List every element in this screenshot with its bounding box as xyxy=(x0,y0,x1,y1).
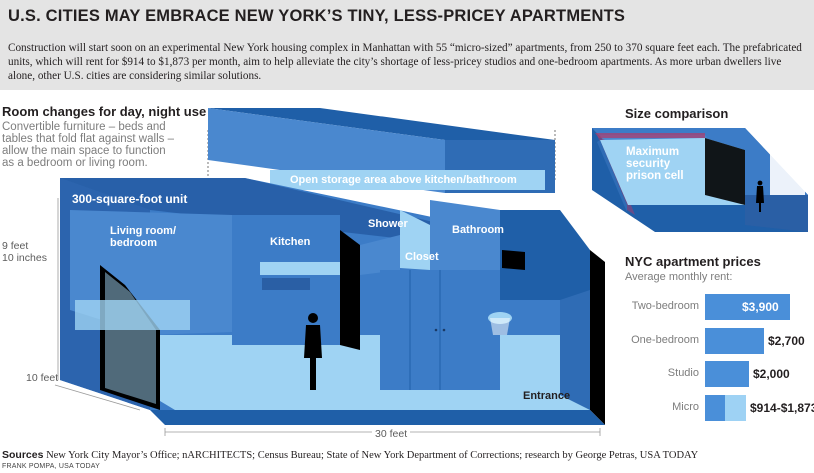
entrance-label: Entrance xyxy=(523,390,571,402)
room-description-line-3: allow the main space to function xyxy=(2,145,166,157)
living-label-line-2: bedroom xyxy=(110,237,158,249)
storage-label: Open storage area above kitchen/bathroom xyxy=(290,174,517,186)
room-description-line-4: as a bedroom or living room. xyxy=(2,157,148,169)
price-row-name: Micro xyxy=(672,400,699,413)
width-label: 30 feet xyxy=(372,428,411,440)
sources-label: Sources xyxy=(2,449,44,461)
bathroom-label: Bathroom xyxy=(452,224,504,236)
depth-label: 10 feet xyxy=(26,372,59,384)
headline: U.S. CITIES MAY EMBRACE NEW YORK’S TINY,… xyxy=(8,7,626,25)
price-bar xyxy=(705,294,790,320)
price-row-value: $914-$1,873 xyxy=(750,400,814,415)
room-description-line-2: tables that fold flat against walls – xyxy=(2,133,174,145)
price-bar xyxy=(705,361,749,387)
price-row-value: $2,700 xyxy=(768,333,805,348)
deck-text: Construction will start soon on an exper… xyxy=(8,42,802,82)
unit-label: 300-square-foot unit xyxy=(72,192,188,206)
price-bar-low xyxy=(705,394,725,421)
price-row-name: Two-bedroom xyxy=(631,300,699,312)
prison-cell-label-line-1: Maximum xyxy=(626,146,680,158)
height-label-line-1: 9 feet xyxy=(2,240,29,252)
price-row-name: Studio xyxy=(667,367,699,379)
sources-text: New York City Mayor’s Office; nARCHITECT… xyxy=(43,450,699,461)
credit-line: FRANK POMPA, USA TODAY xyxy=(2,463,101,470)
price-row-name: One-bedroom xyxy=(631,333,699,346)
sources-line: Sources New York City Mayor’s Office; nA… xyxy=(2,449,698,461)
header-banner xyxy=(0,0,814,90)
height-label-line-2: 10 inches xyxy=(2,252,47,264)
price-row-value: $3,900 xyxy=(742,300,779,314)
living-label-line-1: Living room/ xyxy=(110,225,176,237)
room-section-title: Room changes for day, night use xyxy=(2,104,207,119)
closet-label: Closet xyxy=(405,251,439,263)
prison-cell-label-line-2: security xyxy=(626,158,671,170)
prices-title: NYC apartment prices xyxy=(625,254,761,269)
prices-subtitle: Average monthly rent: xyxy=(625,271,733,283)
size-comparison-title: Size comparison xyxy=(625,106,729,121)
prison-cell-label-line-3: prison cell xyxy=(626,170,684,182)
kitchen-label: Kitchen xyxy=(270,236,311,248)
price-bar xyxy=(705,327,764,354)
price-row-value: $2,000 xyxy=(753,367,790,381)
room-description-line-1: Convertible furniture – beds and xyxy=(2,121,166,133)
shower-label: Shower xyxy=(368,218,408,230)
